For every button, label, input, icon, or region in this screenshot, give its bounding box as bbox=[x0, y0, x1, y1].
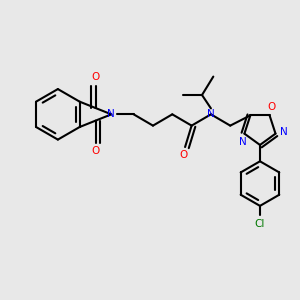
Text: N: N bbox=[107, 109, 115, 119]
Text: N: N bbox=[280, 127, 288, 137]
Text: O: O bbox=[92, 146, 100, 156]
Text: O: O bbox=[267, 102, 275, 112]
Text: Cl: Cl bbox=[255, 219, 265, 229]
Text: N: N bbox=[239, 137, 247, 147]
Text: N: N bbox=[207, 109, 215, 119]
Text: O: O bbox=[179, 150, 188, 160]
Text: O: O bbox=[92, 72, 100, 82]
